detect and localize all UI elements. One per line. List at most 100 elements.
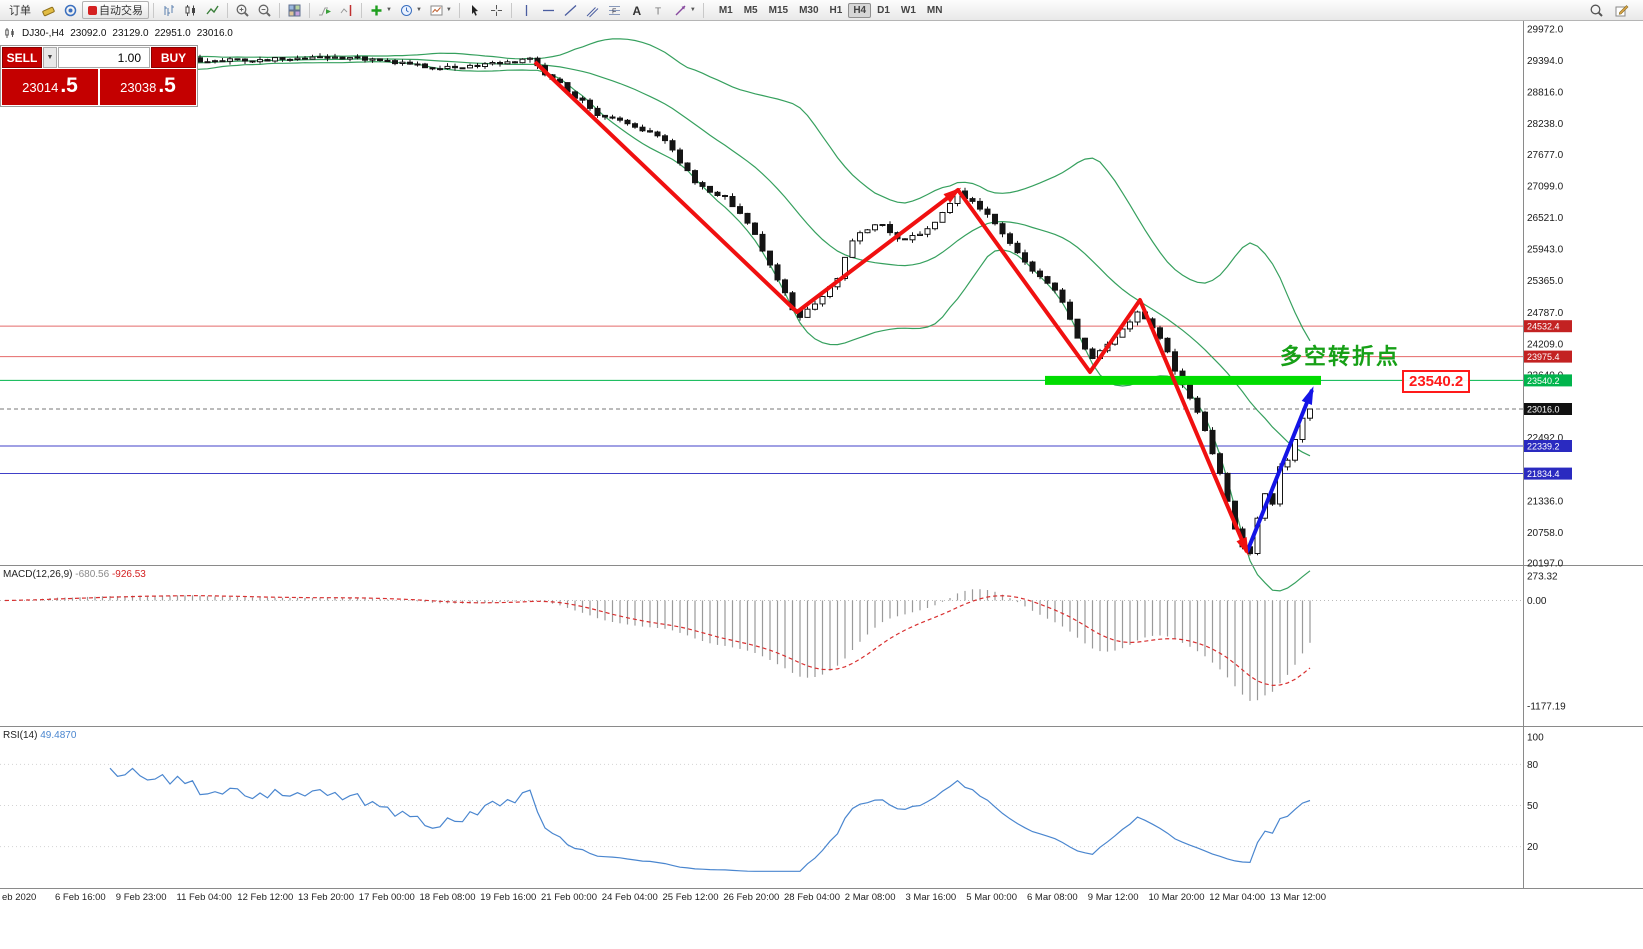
macd-name: MACD(12,26,9) bbox=[3, 569, 73, 580]
support-zone bbox=[1045, 375, 1321, 385]
candlesticks-layer bbox=[2, 53, 1313, 556]
orders-button[interactable]: 订单 bbox=[3, 1, 37, 19]
bar-chart-button[interactable] bbox=[158, 1, 179, 19]
support-price-callout: 23540.2 bbox=[1402, 370, 1471, 393]
horizontal-line-button[interactable] bbox=[538, 1, 559, 19]
eraser-button[interactable] bbox=[38, 1, 59, 19]
timeframe-h4-button[interactable]: H4 bbox=[848, 2, 872, 18]
zoom-out-button[interactable] bbox=[254, 1, 275, 19]
clock-icon bbox=[400, 4, 412, 16]
svg-text:A: A bbox=[632, 4, 641, 18]
periods-button[interactable]: ▼ bbox=[396, 1, 425, 19]
timeframe-group: M1 M5 M15 M30 H1 H4 D1 W1 MN bbox=[714, 2, 948, 18]
svg-text:9 Mar 12:00: 9 Mar 12:00 bbox=[1088, 892, 1139, 903]
tile-windows-button[interactable] bbox=[284, 1, 305, 19]
ohlc-open: 23092.0 bbox=[70, 27, 107, 39]
fibonacci-button[interactable]: F bbox=[604, 1, 625, 19]
dropdown-caret-icon: ▼ bbox=[689, 7, 696, 13]
price-axis: 29972.0 29394.0 28816.0 28238.0 27677.0 27099… bbox=[1524, 25, 1572, 570]
svg-text:-1177.19: -1177.19 bbox=[1527, 702, 1566, 713]
search-icon bbox=[1590, 4, 1603, 17]
svg-text:28 Feb 04:00: 28 Feb 04:00 bbox=[784, 892, 840, 903]
voice-button[interactable] bbox=[60, 1, 81, 19]
cursor-button[interactable] bbox=[464, 1, 485, 19]
buy-price-box[interactable]: 23038.5 bbox=[100, 69, 196, 105]
trendline-icon bbox=[564, 4, 577, 16]
crosshair-button[interactable] bbox=[486, 1, 507, 19]
compose-button[interactable] bbox=[1611, 1, 1632, 19]
indicators-button[interactable]: ▼ bbox=[366, 1, 395, 19]
svg-text:25943.0: 25943.0 bbox=[1527, 245, 1564, 256]
trendline-button[interactable] bbox=[560, 1, 581, 19]
text-tool-button[interactable]: A bbox=[626, 1, 647, 19]
svg-text:24532.4: 24532.4 bbox=[1527, 322, 1560, 332]
svg-text:23975.4: 23975.4 bbox=[1527, 352, 1560, 362]
zoom-in-icon bbox=[236, 4, 249, 17]
toolbar-separator bbox=[702, 2, 704, 18]
macd-signal-value: -926.53 bbox=[111, 569, 146, 580]
zoom-out-icon bbox=[258, 4, 271, 17]
search-button[interactable] bbox=[1586, 1, 1607, 19]
svg-text:F: F bbox=[612, 8, 616, 15]
chart-shift-button[interactable] bbox=[336, 1, 357, 19]
svg-text:26521.0: 26521.0 bbox=[1527, 213, 1564, 224]
rsi-value: 49.4870 bbox=[40, 730, 77, 741]
sell-price-box[interactable]: 23014.5 bbox=[2, 69, 98, 105]
ohlc-close: 23016.0 bbox=[196, 27, 233, 39]
add-indicator-icon bbox=[371, 5, 382, 15]
autotrade-button[interactable]: 自动交易 bbox=[82, 1, 149, 19]
svg-text:21336.0: 21336.0 bbox=[1527, 496, 1564, 507]
templates-button[interactable]: ▼ bbox=[426, 1, 455, 19]
eraser-icon bbox=[42, 6, 55, 16]
ohlc-high: 23129.0 bbox=[112, 27, 149, 39]
channel-button[interactable] bbox=[582, 1, 603, 19]
label-tool-button[interactable]: T bbox=[648, 1, 669, 19]
svg-text:17 Feb 00:00: 17 Feb 00:00 bbox=[359, 892, 415, 903]
timeframe-h1-button[interactable]: H1 bbox=[829, 4, 843, 16]
volume-input[interactable] bbox=[58, 47, 150, 68]
chart-shift-icon bbox=[340, 4, 352, 16]
svg-text:3 Mar 16:00: 3 Mar 16:00 bbox=[906, 892, 957, 903]
svg-text:25 Feb 12:00: 25 Feb 12:00 bbox=[663, 892, 719, 903]
svg-text:27677.0: 27677.0 bbox=[1527, 150, 1564, 161]
macd-main-value: -680.56 bbox=[75, 569, 110, 580]
svg-text:6 Feb 16:00: 6 Feb 16:00 bbox=[55, 892, 106, 903]
svg-text:28816.0: 28816.0 bbox=[1527, 88, 1564, 99]
zoom-in-button[interactable] bbox=[232, 1, 253, 19]
timeframe-m1-button[interactable]: M1 bbox=[718, 4, 733, 16]
svg-text:6 Mar 08:00: 6 Mar 08:00 bbox=[1027, 892, 1078, 903]
timeframe-w1-button[interactable]: W1 bbox=[900, 4, 916, 16]
price-tag bbox=[1524, 440, 1572, 452]
line-chart-button[interactable] bbox=[202, 1, 223, 19]
auto-scroll-icon bbox=[319, 7, 331, 15]
toolbar-separator bbox=[309, 2, 310, 18]
volume-dropdown[interactable]: ▼ bbox=[43, 47, 57, 68]
svg-text:eb 2020: eb 2020 bbox=[2, 892, 36, 903]
svg-text:24787.0: 24787.0 bbox=[1527, 308, 1564, 319]
buy-button[interactable]: BUY bbox=[151, 47, 196, 68]
timeframe-d1-button[interactable]: D1 bbox=[877, 4, 890, 16]
sell-button[interactable]: SELL bbox=[2, 47, 42, 68]
vertical-line-button[interactable] bbox=[516, 1, 537, 19]
cursor-icon bbox=[471, 4, 478, 16]
channel-icon bbox=[586, 6, 599, 17]
svg-text:0.00: 0.00 bbox=[1527, 596, 1547, 607]
timeframe-m30-button[interactable]: M30 bbox=[799, 4, 819, 16]
shapes-button[interactable]: ▼ bbox=[670, 1, 699, 19]
svg-text:24209.0: 24209.0 bbox=[1527, 339, 1564, 350]
timeframe-mn-button[interactable]: MN bbox=[926, 4, 943, 16]
toolbar-separator bbox=[227, 2, 228, 18]
timeframe-m5-button[interactable]: M5 bbox=[743, 4, 758, 16]
svg-text:25365.0: 25365.0 bbox=[1527, 276, 1564, 287]
buy-price-main: 23038 bbox=[120, 80, 157, 95]
timeframe-m15-button[interactable]: M15 bbox=[768, 4, 789, 16]
autotrade-stop-icon bbox=[88, 5, 97, 15]
bollinger-bands-layer bbox=[4, 38, 1311, 592]
auto-scroll-button[interactable] bbox=[314, 1, 335, 19]
svg-text:20758.0: 20758.0 bbox=[1527, 528, 1564, 539]
candlestick-button[interactable] bbox=[180, 1, 201, 19]
label-tool-icon: T bbox=[655, 6, 661, 17]
chevron-down-icon: ▼ bbox=[46, 54, 54, 61]
svg-text:24 Feb 04:00: 24 Feb 04:00 bbox=[602, 892, 658, 903]
